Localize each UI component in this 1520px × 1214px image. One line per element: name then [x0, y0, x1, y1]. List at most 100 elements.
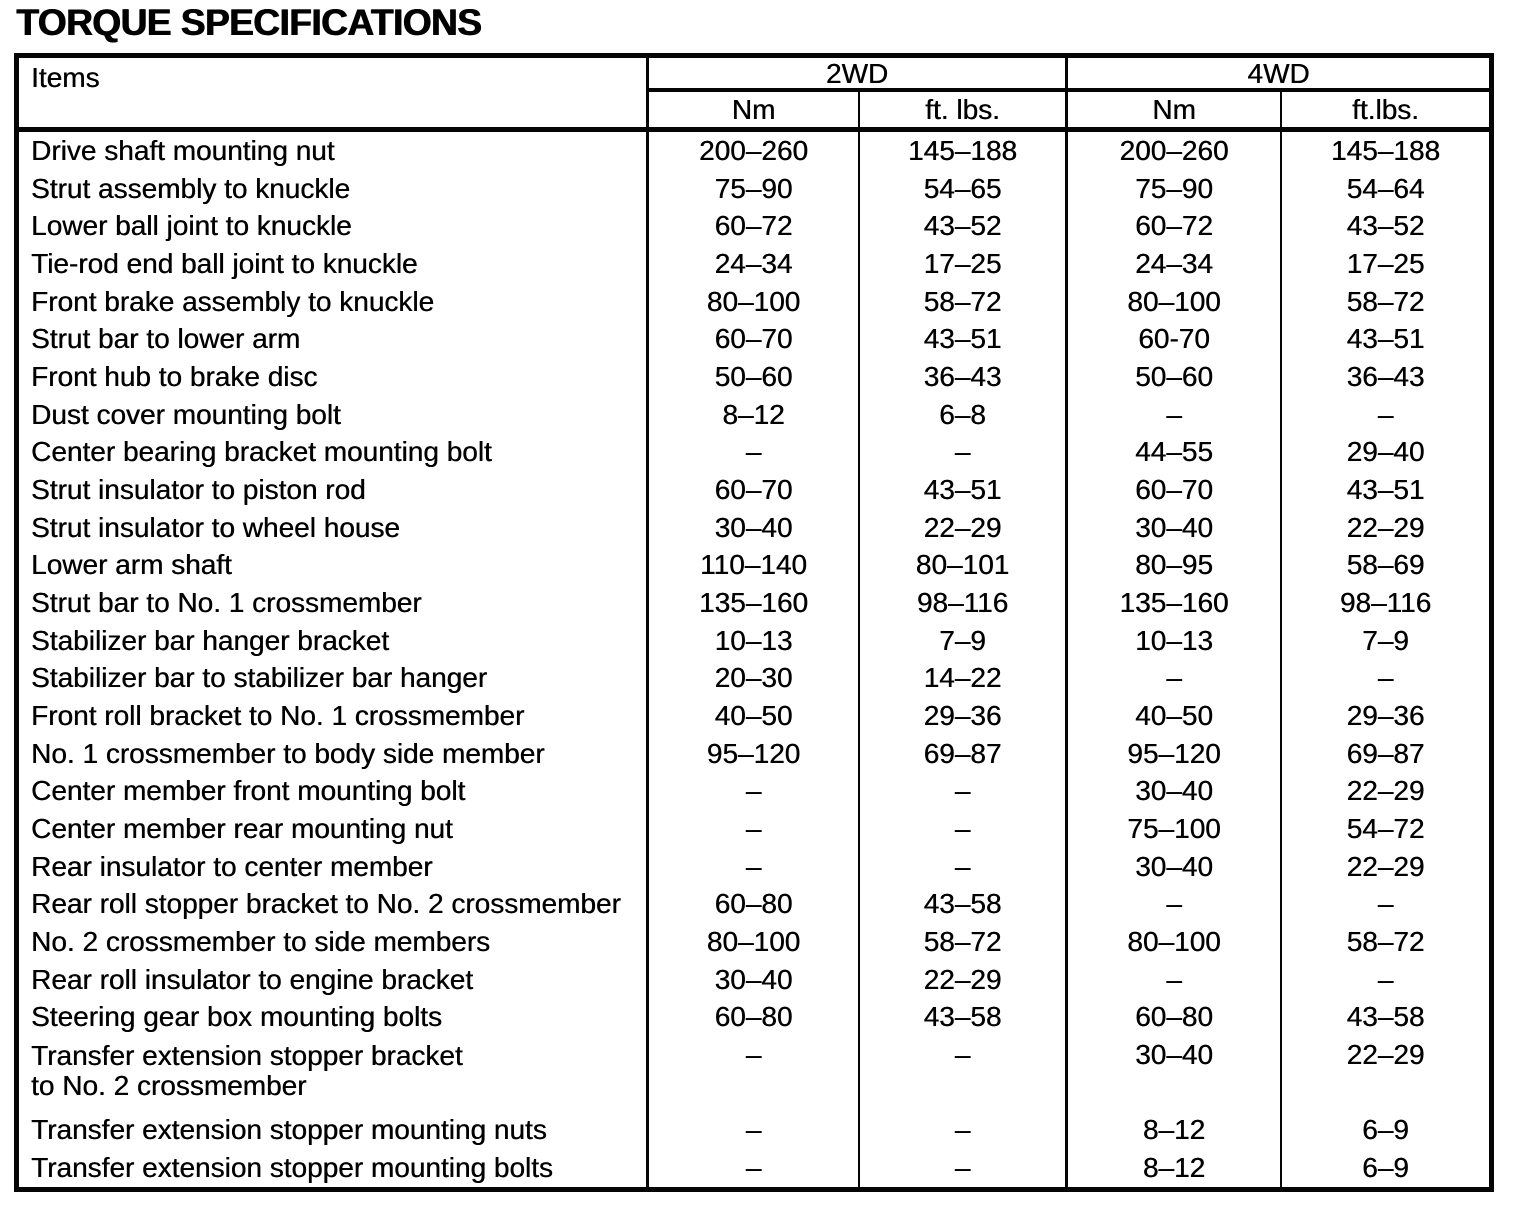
- value-cell: 69–87: [1346, 737, 1425, 769]
- value-cell: –: [649, 1149, 860, 1187]
- value-cell: 58–72: [1346, 926, 1425, 958]
- value-cell: 75–90: [1068, 169, 1282, 208]
- value-cell: –: [1377, 398, 1394, 430]
- value-cell: 24–34: [649, 245, 860, 283]
- value-cell: 24–34: [1068, 245, 1282, 283]
- value-cell: –: [860, 810, 1068, 848]
- value-cell: 20–30: [649, 659, 860, 698]
- table-row: Lower ball joint to knuckle 60–72 43–52 60–…: [19, 207, 1489, 246]
- table-row: Transfer extension stopper bracket to No.…: [19, 1036, 1489, 1112]
- value-cell: –: [1068, 885, 1282, 924]
- value-cell: 22–29: [1346, 775, 1425, 807]
- unit-header-2wd-ftlbs: ft. lbs.: [860, 92, 1068, 127]
- item-cell: No. 2 crossmember to side members: [19, 923, 649, 961]
- value-cell: 60–72: [649, 207, 860, 246]
- value-cell: 80–100: [1068, 282, 1282, 321]
- value-cell: 29–40: [1346, 436, 1425, 468]
- item-cell: No. 1 crossmember to body side member: [19, 734, 649, 773]
- table-row: Lower arm shaft 110–140 80–101 80–95 58–69: [19, 546, 1489, 585]
- value-cell: 30–40: [1068, 847, 1282, 886]
- unit-header-row: Nm ft. lbs. Nm ft.lbs.: [649, 92, 1489, 127]
- item-cell-line2: to No. 2 crossmember: [31, 1070, 307, 1102]
- value-cell: 75–100: [1068, 810, 1282, 848]
- item-cell: Steering gear box mounting bolts: [19, 998, 649, 1037]
- value-cell: 22–29: [860, 960, 1068, 999]
- item-cell: Stabilizer bar to stabilizer bar hanger: [19, 659, 649, 698]
- table-row: Drive shaft mounting nut 200–260 145–188 20…: [19, 132, 1489, 170]
- item-cell: Lower arm shaft: [19, 546, 649, 585]
- table-row: No. 2 crossmember to side members 80–100 5…: [19, 923, 1489, 961]
- item-cell: Drive shaft mounting nut: [19, 132, 649, 170]
- value-cell: 43–52: [1346, 210, 1425, 242]
- value-cell: 43–51: [1346, 474, 1425, 506]
- value-cell: 6–9: [1362, 1152, 1409, 1184]
- value-cell: –: [860, 1036, 1068, 1112]
- value-cell: 10–13: [1068, 621, 1282, 660]
- value-cell: –: [860, 847, 1068, 886]
- value-cell: 60–70: [649, 471, 860, 509]
- value-cell: 43–58: [860, 885, 1068, 924]
- table-body: Drive shaft mounting nut 200–260 145–188 20…: [19, 132, 1489, 1187]
- value-cell: 6–8: [860, 395, 1068, 434]
- table-row: Rear insulator to center member – –30–40 22…: [19, 847, 1489, 886]
- value-cell: 75–90: [649, 169, 860, 208]
- value-cell: 43–51: [860, 320, 1068, 359]
- item-cell: Tie-rod end ball joint to knuckle: [19, 245, 649, 283]
- value-cell: 60–80: [649, 998, 860, 1037]
- value-cell: 58–69: [1346, 549, 1425, 581]
- value-cell: 135–160: [1068, 584, 1282, 622]
- item-cell: Strut bar to No. 1 crossmember: [19, 584, 649, 622]
- table-row: Rear roll insulator to engine bracket 30–…: [19, 960, 1489, 999]
- value-cell: 54–65: [860, 169, 1068, 208]
- value-cell: 200–260: [649, 132, 860, 170]
- value-cell: 135–160: [649, 584, 860, 622]
- table-row: Strut assembly to knuckle 75–90 54–65 75–90…: [19, 169, 1489, 208]
- item-cell: Lower ball joint to knuckle: [19, 207, 649, 246]
- value-cell: 43–51: [860, 471, 1068, 509]
- value-cell: –: [1068, 960, 1282, 999]
- value-cell: –: [860, 433, 1068, 472]
- value-cell: –: [649, 433, 860, 472]
- value-cell: 145–188: [1330, 135, 1440, 166]
- value-cell: –: [649, 810, 860, 848]
- value-cell: –: [1068, 659, 1282, 698]
- item-cell: Dust cover mounting bolt: [19, 395, 649, 434]
- item-cell: Center member rear mounting nut: [19, 810, 649, 848]
- value-cell: 22–29: [1346, 511, 1425, 543]
- value-cell: –: [860, 1149, 1068, 1187]
- value-cell: –: [649, 1036, 860, 1112]
- item-cell: Front roll bracket to No. 1 crossmember: [19, 697, 649, 735]
- value-cell: 22–29: [1346, 1039, 1425, 1071]
- table-row: Transfer extension stopper mounting bolt…: [19, 1149, 1489, 1187]
- table-row: Center member front mounting bolt – –30–40…: [19, 772, 1489, 811]
- value-cell: 17–25: [1346, 248, 1425, 280]
- value-cell: 43–58: [860, 998, 1068, 1037]
- item-cell: Front hub to brake disc: [19, 358, 649, 396]
- value-cell: –: [1377, 662, 1394, 694]
- torque-spec-table: Items 2WD 4WD Nm ft. lbs. Nm ft.lbs. Dri…: [14, 53, 1494, 1192]
- value-cell: 95–120: [649, 734, 860, 773]
- value-cell: 80–101: [860, 546, 1068, 585]
- value-cell: 8–12: [649, 395, 860, 434]
- table-row: Front brake assembly to knuckle 80–100 58–…: [19, 282, 1489, 321]
- value-columns-header: 2WD 4WD Nm ft. lbs. Nm ft.lbs.: [649, 58, 1489, 127]
- value-cell: 7–9: [1362, 624, 1409, 656]
- value-cell: 80–100: [1068, 923, 1282, 961]
- value-cell: –: [1377, 888, 1394, 920]
- item-cell: Rear insulator to center member: [19, 847, 649, 886]
- value-cell: 43–58: [1346, 1001, 1425, 1033]
- value-cell: 60-70: [1068, 320, 1282, 359]
- value-cell: 98–116: [1339, 587, 1432, 619]
- value-cell: 54–72: [1346, 813, 1425, 845]
- unit-header-2wd-nm: Nm: [649, 92, 860, 127]
- item-cell: Rear roll insulator to engine bracket: [19, 960, 649, 999]
- table-row: Strut bar to No. 1 crossmember 135–160 98–…: [19, 584, 1489, 622]
- table-row: Front roll bracket to No. 1 crossmember 4…: [19, 697, 1489, 735]
- value-cell: 8–12: [1068, 1111, 1282, 1150]
- items-column-header: Items: [19, 58, 649, 127]
- value-cell: 98–116: [860, 584, 1068, 622]
- value-cell: 30–40: [1068, 772, 1282, 811]
- value-cell: 60–80: [1068, 998, 1282, 1037]
- value-cell: 36–43: [860, 358, 1068, 396]
